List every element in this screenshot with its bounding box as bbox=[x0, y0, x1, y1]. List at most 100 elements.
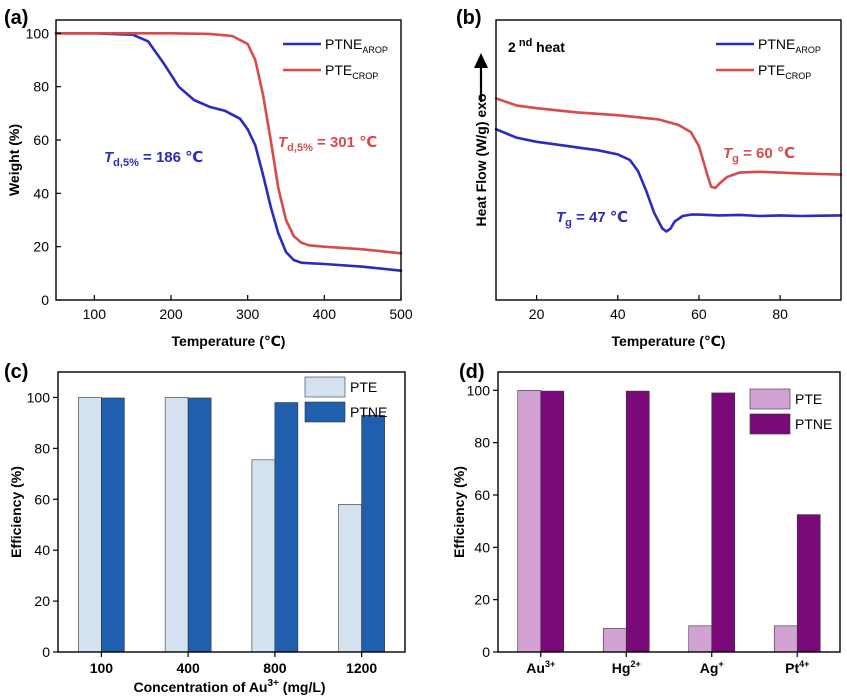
bar-pte bbox=[517, 390, 542, 653]
panel-label: (d) bbox=[459, 361, 485, 383]
panel-d: (d) Efficiency (%) Au3+ Hg2+ Ag+ Pt4+ 0 20 40 60 8… bbox=[451, 361, 841, 676]
legend-subscript: CROP bbox=[352, 71, 378, 81]
bar-pte bbox=[78, 397, 102, 653]
legend-subscript: AROP bbox=[362, 45, 388, 55]
y-tick-label: 60 bbox=[474, 487, 490, 503]
panel-note-sup: nd bbox=[516, 37, 533, 49]
x-tick-label: 100 bbox=[90, 660, 114, 676]
y-tick-label: 0 bbox=[42, 644, 50, 660]
x-tick-sup: 4+ bbox=[799, 659, 809, 669]
panel-c: (c) Efficiency (%) 100 400 800 1200 0 20 40 60 80 1… bbox=[4, 361, 406, 695]
x-tick-sup: 2+ bbox=[630, 659, 640, 669]
x-tick-main: 100 bbox=[90, 660, 114, 676]
axes-frame bbox=[495, 19, 842, 301]
legend-label-pte: PTECROP bbox=[758, 62, 811, 81]
x-tick-label: Hg2+ bbox=[612, 659, 641, 676]
panel-label: (a) bbox=[4, 7, 28, 29]
legend-name: PTE bbox=[325, 62, 352, 78]
bar-ptne bbox=[274, 402, 299, 653]
bar-ptne bbox=[625, 390, 650, 653]
annotation-label: Td,5% = 186 ℃ bbox=[104, 149, 203, 169]
panel-note: 2 nd heat bbox=[508, 37, 565, 55]
bar-pte bbox=[338, 504, 362, 653]
bar-pte bbox=[602, 628, 627, 653]
exo-arrow-head bbox=[474, 53, 488, 68]
x-tick-label: 1200 bbox=[346, 660, 377, 676]
panel-label: (b) bbox=[456, 7, 482, 29]
x-tick-label: 400 bbox=[176, 660, 200, 676]
y-tick-label: 20 bbox=[34, 593, 50, 609]
legend-label-pte: PTE bbox=[795, 391, 822, 407]
x-tick-main: 800 bbox=[263, 660, 287, 676]
y-axis-label: Efficiency (%) bbox=[8, 466, 24, 558]
bar-pte bbox=[773, 625, 798, 653]
y-tick-label: 20 bbox=[33, 239, 49, 255]
annotation-label: Tg = 60 ℃ bbox=[723, 145, 795, 165]
bar-pte bbox=[688, 625, 713, 653]
x-tick-sup: 3+ bbox=[545, 659, 555, 669]
annotation-subscript: g bbox=[565, 217, 572, 229]
annotation-label: Tg = 47 ℃ bbox=[556, 209, 628, 229]
y-tick-label: 100 bbox=[467, 382, 491, 398]
x-axis-label-sup: 3+ bbox=[267, 678, 279, 689]
axes-frame bbox=[57, 371, 406, 653]
legend-label-ptne: PTNE bbox=[350, 404, 387, 420]
annotation-label: Td,5% = 301 ℃ bbox=[278, 134, 377, 154]
y-tick-label: 40 bbox=[33, 185, 49, 201]
panel-a: (a) Weight (%) 100 200 300 400 500 0 20 40 60 80 100… bbox=[4, 7, 413, 349]
legend-subscript: AROP bbox=[795, 45, 821, 55]
x-axis-label: Temperature (℃) bbox=[172, 333, 286, 349]
bar-ptne bbox=[796, 514, 821, 653]
x-tick-label: Au3+ bbox=[526, 659, 555, 676]
y-tick-label: 20 bbox=[474, 592, 490, 608]
x-tick-main: Au bbox=[526, 660, 545, 676]
annotation-value: = 301 ℃ bbox=[313, 134, 377, 151]
series-line-ptne-arop bbox=[494, 127, 843, 233]
annotation-subscript: d,5% bbox=[287, 142, 313, 154]
annotation-value: = 186 ℃ bbox=[139, 149, 203, 166]
axes-frame bbox=[497, 371, 841, 653]
panel-note-main: 2 bbox=[508, 39, 516, 55]
x-tick-main: Hg bbox=[612, 660, 631, 676]
y-tick-label: 100 bbox=[27, 389, 51, 405]
legend-label-pte: PTE bbox=[350, 379, 377, 395]
y-tick-label: 0 bbox=[482, 644, 490, 660]
legend-label-ptne: PTNE bbox=[795, 416, 832, 432]
x-tick-label: 300 bbox=[236, 306, 260, 322]
x-tick-sup: + bbox=[718, 659, 723, 669]
x-tick-main: Ag bbox=[700, 660, 719, 676]
legend-swatch-pte bbox=[749, 388, 791, 410]
series-line-ptne-arop bbox=[54, 31, 403, 272]
panel-label: (c) bbox=[4, 361, 28, 383]
annotation-symbol: T bbox=[278, 134, 289, 151]
x-tick-label: 100 bbox=[83, 306, 107, 322]
legend-label-ptne: PTNEAROP bbox=[325, 36, 388, 55]
legend-swatch-ptne bbox=[304, 401, 346, 423]
bar-ptne bbox=[540, 390, 565, 653]
annotation-value: = 47 ℃ bbox=[572, 209, 628, 226]
y-axis-label: Efficiency (%) bbox=[451, 466, 467, 558]
bar-pte bbox=[251, 459, 276, 653]
bar-ptne bbox=[101, 397, 125, 653]
x-tick-label: 500 bbox=[389, 306, 413, 322]
x-tick-main: 1200 bbox=[346, 660, 377, 676]
y-tick-label: 40 bbox=[34, 542, 50, 558]
annotation-symbol: T bbox=[556, 209, 567, 226]
legend-name: PTNE bbox=[758, 36, 795, 52]
x-tick-label: Ag+ bbox=[700, 659, 724, 676]
bar-pte bbox=[164, 397, 189, 653]
legend-label-ptne: PTNEAROP bbox=[758, 36, 821, 55]
x-tick-label: 80 bbox=[772, 306, 788, 322]
y-tick-label: 60 bbox=[34, 491, 50, 507]
annotation-symbol: T bbox=[104, 149, 115, 166]
x-tick-label: Pt4+ bbox=[785, 659, 809, 676]
y-tick-label: 80 bbox=[34, 440, 50, 456]
axes-frame bbox=[55, 19, 402, 301]
bar-ptne bbox=[187, 397, 212, 653]
y-tick-label: 100 bbox=[26, 25, 50, 41]
series-line-pte-crop bbox=[494, 97, 843, 190]
x-tick-label: 200 bbox=[159, 306, 183, 322]
x-tick-label: 400 bbox=[313, 306, 337, 322]
x-axis-label-main: Concentration of Au bbox=[133, 679, 267, 695]
